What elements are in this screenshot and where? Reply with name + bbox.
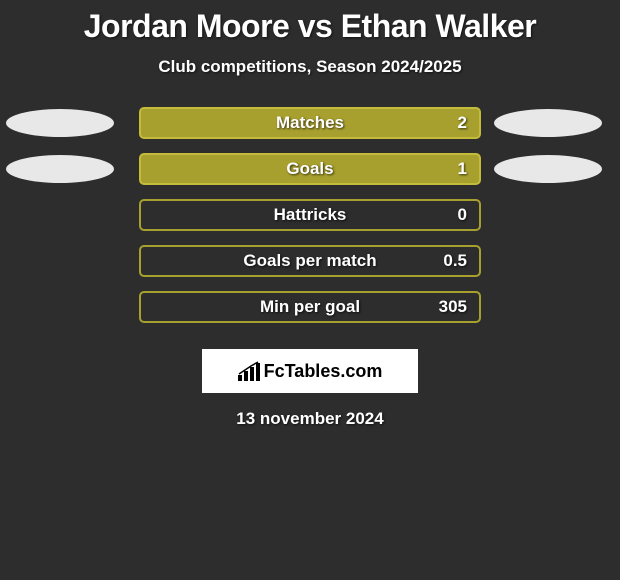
stats-list: Matches 2 Goals 1 Hattricks 0 Goals per match 0… — [0, 107, 620, 323]
bar-chart-icon — [238, 361, 260, 381]
stat-row: Min per goal 305 — [0, 291, 620, 323]
stat-label: Min per goal — [260, 297, 360, 317]
stat-label: Goals per match — [243, 251, 376, 271]
stat-bar: Matches 2 — [139, 107, 481, 139]
stat-label: Goals — [286, 159, 333, 179]
subtitle: Club competitions, Season 2024/2025 — [0, 57, 620, 77]
stat-row: Hattricks 0 — [0, 199, 620, 231]
left-ellipse — [6, 109, 114, 137]
stat-value: 2 — [458, 113, 467, 133]
stat-bar: Goals 1 — [139, 153, 481, 185]
stat-label: Matches — [276, 113, 344, 133]
attribution-text: FcTables.com — [264, 361, 383, 382]
left-ellipse — [6, 155, 114, 183]
stat-row: Goals per match 0.5 — [0, 245, 620, 277]
page-title: Jordan Moore vs Ethan Walker — [0, 8, 620, 45]
stat-row: Goals 1 — [0, 153, 620, 185]
right-ellipse — [494, 109, 602, 137]
stat-label: Hattricks — [274, 205, 347, 225]
comparison-infographic: Jordan Moore vs Ethan Walker Club compet… — [0, 0, 620, 429]
stat-value: 0 — [458, 205, 467, 225]
stat-value: 305 — [439, 297, 467, 317]
stat-bar: Hattricks 0 — [139, 199, 481, 231]
stat-value: 1 — [458, 159, 467, 179]
stat-row: Matches 2 — [0, 107, 620, 139]
attribution-badge: FcTables.com — [202, 349, 418, 393]
stat-bar: Goals per match 0.5 — [139, 245, 481, 277]
attribution-content: FcTables.com — [238, 361, 383, 382]
stat-value: 0.5 — [443, 251, 467, 271]
stat-bar: Min per goal 305 — [139, 291, 481, 323]
right-ellipse — [494, 155, 602, 183]
date-label: 13 november 2024 — [0, 409, 620, 429]
